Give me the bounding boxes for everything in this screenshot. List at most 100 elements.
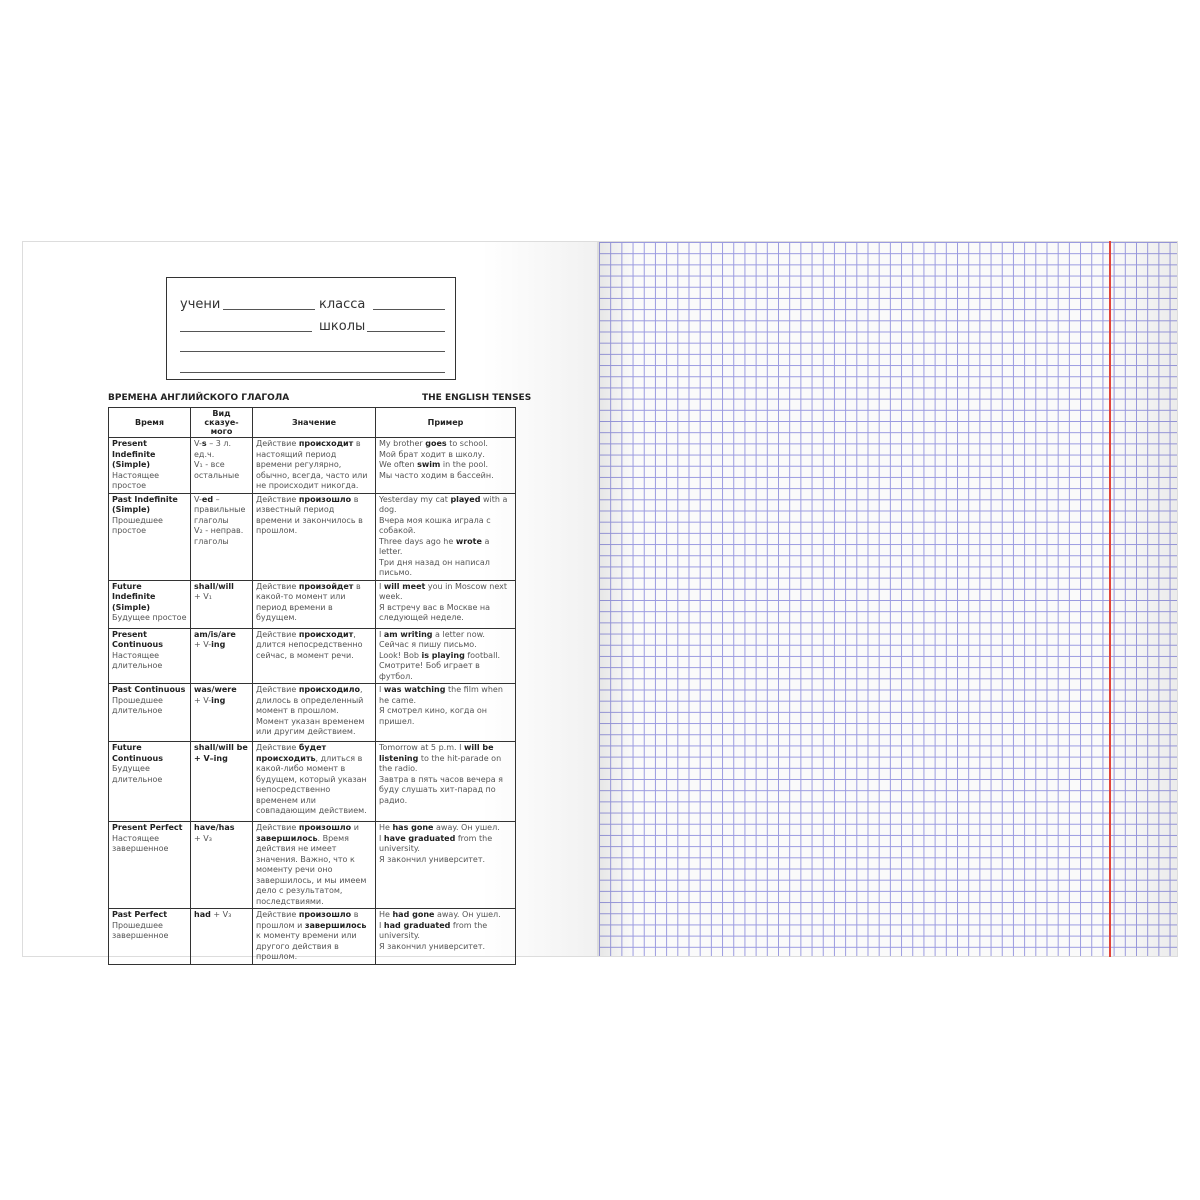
cell-text: was watching [383,685,446,694]
cell-text: s [201,439,207,448]
cell-text: to school. Мой брат ходит в школу. We of… [379,439,488,469]
margin-line [1109,241,1111,957]
tenses-table: Время Вид сказуе- мого Значение Пример Pres… [108,407,516,965]
cell-text: was/were [194,685,237,694]
cell-text: I [379,685,384,694]
cell-text: football. Смотрите! Боб играет в футбол. [379,650,501,681]
cell-text: произошло [298,494,352,504]
table-row: Past Perfect Прошедшее завершенное had + … [108,908,516,965]
cell-text: ed [201,494,214,504]
cell-text: I [379,629,384,639]
cell-text: Present Indefinite (Simple) [112,439,156,469]
table-cell: My brother goes to school. Мой брат ходи… [375,437,516,494]
label-text: класса [319,297,366,312]
table-cell: I am writing a letter now. Сейчас я пишу… [375,627,516,684]
table-row: Present Continuous Настоящее длительное a… [108,627,516,684]
cell-text: происходит [298,629,354,639]
cell-text: Tomorrow at 5 p.m. I [379,743,464,752]
cell-text: had gone [392,910,435,919]
cell-text: в известный период времени и закончилось… [256,494,363,536]
cell-text: будет происходить [256,743,327,763]
cell-text: Действие [256,685,299,694]
table-cell: Действие произошло в известный период вр… [252,492,376,581]
table-cell: He has gone away. Он ушел. I have gradua… [375,821,516,909]
table-cell: Past Indefinite (Simple) Прошедшее прост… [108,492,191,581]
cell-text: will meet [383,581,426,591]
cell-text: with a dog. Вчера моя кошка играла с соб… [379,494,508,546]
cell-text: played [450,494,481,504]
cell-text: – 3 л. ед.ч. V₁ - все остальные [194,439,240,480]
cell-text: завершилось [256,833,318,843]
cell-text: происходило [298,685,360,694]
cell-text: Прошедшее длительное [112,695,163,716]
cell-text: в какой-то момент или период времени в б… [256,581,361,623]
table-cell: have/has + V₃ [190,821,253,909]
table-cell: Future Continuous Будущее длительное [108,741,191,822]
table-cell: was/were + V-ing [190,683,253,742]
cell-text: Будущее простое [112,613,187,622]
cell-text: goes [425,439,447,448]
table-cell: Present Continuous Настоящее длительное [108,627,191,684]
cell-text: Действие [256,743,299,752]
cell-text: + V- [194,640,212,649]
cell-text: Действие [256,910,299,919]
cell-text: . Время действия не имеет значения. Важн… [256,833,367,906]
cell-text: Действие [256,823,299,832]
label-text: школы [319,319,366,334]
cell-text: ing [211,695,226,705]
table-cell: shall/will be + V–ing [190,741,253,822]
cell-text: произошло [298,910,352,919]
cell-text: к моменту времени или другого действия в… [256,931,357,961]
cell-text: Настоящее завершенное [112,833,169,854]
cell-text: + V₃ [194,833,212,843]
cell-text: the film when he came. Я смотрел кино, к… [379,685,503,726]
table-cell: V-s – 3 л. ед.ч. V₁ - все остальные [190,437,253,494]
column-header: Вид сказуе- мого [190,407,253,438]
column-header: Пример [375,407,516,438]
cell-text: He [379,823,393,832]
label-text: учени [180,297,221,312]
table-cell: shall/will + V₁ [190,579,253,629]
cell-text: had [194,910,211,919]
table-cell: Действие происходит в настоящий период в… [252,437,376,494]
table-cell: Past Continuous Прошедшее длительное [108,683,191,742]
table-row: Past Continuous Прошедшее длительное was/… [108,683,516,742]
cell-text: had graduated [383,920,451,930]
cell-text: am/is/are [194,629,236,639]
cell-text: в прошлом и [256,910,359,930]
cell-text: Прошедшее простое [112,515,163,536]
table-cell: Future Indefinite (Simple) Будущее прост… [108,579,191,629]
column-header: Время [108,407,191,438]
cell-text: is playing [421,650,465,660]
cell-text: a letter. Три дня назад он написал письм… [379,536,490,578]
cell-text: Настоящее длительное [112,650,163,671]
grid-page [598,241,1178,957]
table-row: Present Indefinite (Simple) Настоящее пр… [108,437,516,494]
cell-text: will be listening [379,743,494,763]
cell-text: He [379,910,393,919]
cell-text: have/has [194,823,235,832]
cell-text: Настоящее простое [112,470,160,491]
cell-text: Yesterday my cat [379,494,451,504]
cell-text: , длиться в какой-либо момент в будущем,… [256,753,367,816]
table-cell: Действие произошло и завершилось. Время … [252,821,376,909]
cell-text: произойдет [298,581,354,591]
cell-text: away. Он ушел. I [379,823,500,843]
cell-text: Действие [256,581,299,591]
table-cell: Yesterday my cat played with a dog. Вчер… [375,492,516,581]
cell-text: Past Perfect [112,910,168,919]
table-row: Past Indefinite (Simple) Прошедшее прост… [108,492,516,581]
cell-text: wrote [455,536,482,546]
table-title: ВРЕМЕНА АНГЛИЙСКОГО ГЛАГОЛА [108,393,290,403]
header-row: Время Вид сказуе- мого Значение Пример [108,407,516,438]
table-cell: am/is/are + V-ing [190,627,253,684]
table-cell: V-ed – правильные глаголы V₂ - неправ. г… [190,492,253,581]
cell-text: V- [194,494,202,504]
cell-text: My brother [379,439,426,448]
cell-text: Будущее длительное [112,764,163,784]
cell-text: ing [211,640,226,649]
table-row: Future Indefinite (Simple) Будущее прост… [108,579,516,629]
column-header: Значение [252,407,376,438]
cell-text: shall/will [194,581,234,591]
table-cell: Present Perfect Настоящее завершенное [108,821,191,909]
